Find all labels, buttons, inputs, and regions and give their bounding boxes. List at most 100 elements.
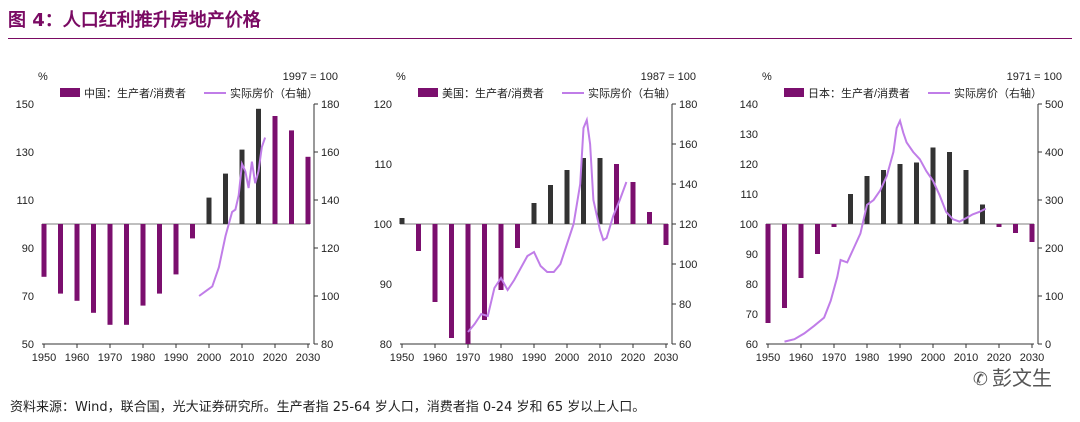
bar [897,164,903,224]
y2-tick-label: 180 [321,99,339,111]
y2-tick-label: 120 [679,219,697,231]
y-tick-label: 130 [740,129,758,141]
bar [914,162,919,224]
y-tick-label: 150 [16,99,34,111]
x-tick-label: 2020 [987,352,1011,364]
y-unit-label: % [396,71,406,83]
bar [107,224,113,325]
bar [416,224,421,251]
china-chart: % 1997 = 100 中国：生产者/消费者 实际房价（右轴） 50 70 90 110 13… [16,71,340,364]
x-tick-label: 2030 [296,352,320,364]
y-tick-label: 50 [22,339,34,351]
bar [498,224,504,290]
house-price-line [784,117,987,343]
bar [190,224,195,239]
x-tick-label: 2030 [1020,352,1044,364]
x-tick-label: 2000 [921,352,945,364]
base-year-note: 1987 = 100 [641,71,696,83]
x-tick-label: 1990 [522,352,546,364]
bar [239,149,245,224]
y2-tick-label: 200 [1045,243,1063,255]
x-tick-label: 1980 [489,352,513,364]
bar [173,224,179,275]
japan-chart: % 1971 = 100 日本：生产者/消费者 实际房价（右轴） 60 70 80 90 100… [740,71,1064,364]
bar [124,224,129,325]
bar [58,224,63,294]
x-tick-label: 1960 [65,352,89,364]
x-tick-label: 1950 [390,352,414,364]
legend-bar-swatch [60,88,80,97]
x-tick-label: 1980 [855,352,879,364]
bar [980,204,985,224]
bar [1013,224,1018,233]
y-tick-label: 120 [374,99,392,111]
y-tick-label: 80 [380,339,392,351]
bar [798,224,804,278]
bar [515,224,520,248]
y2-tick-label: 100 [1045,291,1063,303]
bar [548,185,553,224]
brand: ✆ 彭文生 [973,362,1052,391]
y-unit-label: % [762,71,772,83]
x-tick-label: 1960 [423,352,447,364]
base-year-note: 1997 = 100 [283,71,338,83]
legend-line-label: 实际房价（右轴） [230,86,318,100]
x-tick-label: 2020 [263,352,287,364]
figure-title: 图 4：人口红利推升房地产价格 [8,10,261,31]
legend-bar-swatch [784,88,804,97]
y2-tick-label: 0 [1045,339,1051,351]
bar [531,203,537,224]
y-tick-label: 110 [374,159,392,171]
bar [765,224,771,323]
y2-tick-label: 80 [321,339,333,351]
y-tick-label: 70 [746,309,758,321]
y2-tick-label: 140 [679,179,697,191]
x-tick-label: 2000 [555,352,579,364]
x-tick-label: 2000 [197,352,221,364]
bar [614,164,619,224]
y2-tick-label: 100 [321,291,339,303]
y-unit-label: % [38,71,48,83]
x-tick-label: 1970 [98,352,122,364]
bar [782,224,787,308]
y-tick-label: 60 [746,339,758,351]
x-tick-label: 2020 [621,352,645,364]
legend-bar-label: 美国：生产者/消费者 [442,86,544,100]
source-note: 资料来源：Wind，联合国，光大证券研究所。生产者指 25-64 岁人口，消费者… [10,400,646,415]
bar [223,173,228,224]
x-tick-label: 1970 [456,352,480,364]
x-tick-label: 1960 [789,352,813,364]
y2-tick-label: 180 [679,99,697,111]
bar [140,224,146,306]
y2-tick-label: 60 [679,339,691,351]
bar [41,224,47,277]
y2-tick-label: 160 [321,147,339,159]
bar [630,182,636,224]
title-rule [8,38,1072,39]
x-tick-label: 2010 [954,352,978,364]
bar [996,224,1002,227]
legend-line-label: 实际房价（右轴） [954,86,1042,100]
bar [206,197,212,224]
bar [289,130,294,224]
x-tick-label: 1990 [888,352,912,364]
y-tick-label: 100 [740,219,758,231]
legend-bar-swatch [418,88,438,97]
y-tick-label: 130 [16,147,34,159]
x-tick-label: 1980 [131,352,155,364]
x-tick-label: 1990 [164,352,188,364]
x-tick-label: 1950 [756,352,780,364]
bar [663,224,669,245]
wechat-icon: ✆ [972,369,988,390]
y2-tick-label: 120 [321,243,339,255]
y-tick-label: 90 [746,249,758,261]
bar [831,224,837,227]
bar [399,218,405,224]
bar [815,224,820,254]
y-tick-label: 100 [374,219,392,231]
y2-tick-label: 500 [1045,99,1063,111]
bar [157,224,162,294]
y-tick-label: 140 [740,99,758,111]
bar [947,152,952,224]
legend-bar-label: 日本：生产者/消费者 [808,86,910,100]
